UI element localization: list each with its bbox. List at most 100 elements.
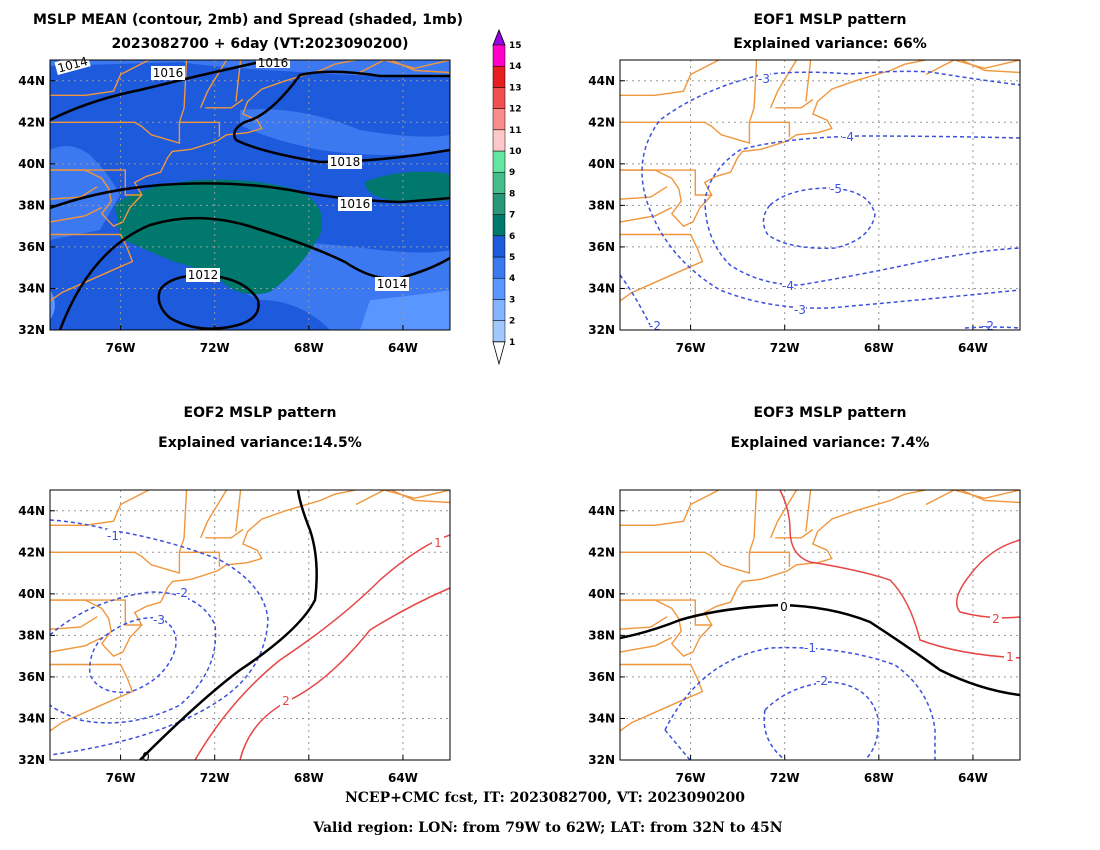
coastline bbox=[50, 490, 150, 526]
colorbar-level-label: 9 bbox=[509, 168, 515, 178]
colorbar-level-label: 6 bbox=[509, 232, 515, 242]
x-tick-label: 68W bbox=[864, 341, 894, 355]
eof3-contour-1 bbox=[779, 490, 1020, 659]
coastline bbox=[50, 233, 134, 302]
x-tick-label: 72W bbox=[200, 771, 230, 785]
tick-labels: 76W 72W 68W 64W 32N 34N 36N 38N 40N 42N 44N 76W 72W 6… bbox=[18, 74, 988, 785]
eof2-contour-minus1 bbox=[50, 519, 269, 756]
colorbar-swatch bbox=[492, 65, 506, 88]
colorbar-level-label: 10 bbox=[509, 147, 522, 157]
x-tick-label: 68W bbox=[294, 771, 324, 785]
panel3-title: EOF2 MSLP pattern bbox=[184, 405, 337, 421]
eof2-label-minus1: -1 bbox=[107, 529, 119, 543]
x-tick-label: 64W bbox=[388, 341, 418, 355]
colorbar-level-label: 12 bbox=[509, 105, 522, 115]
colorbar-swatch bbox=[492, 193, 506, 215]
y-tick-label: 38N bbox=[588, 198, 615, 212]
label-box-1014b bbox=[54, 53, 91, 75]
coastline bbox=[769, 60, 798, 109]
coastline bbox=[620, 636, 673, 653]
eof3-label-box-4 bbox=[1004, 650, 1016, 664]
coastline bbox=[749, 551, 791, 567]
colorbar-swatch bbox=[492, 320, 506, 343]
coastline bbox=[390, 490, 450, 504]
coastline bbox=[620, 169, 712, 196]
panel1-subtitle: 2023082700 + 6day (VT:2023090200) bbox=[111, 36, 408, 52]
colorbar-swatch bbox=[492, 108, 506, 131]
panel4-contour-labels: 0 -1 -2 1 2 1 bbox=[778, 600, 1016, 688]
panel1-shading bbox=[50, 60, 450, 330]
y-tick-label: 40N bbox=[588, 587, 615, 601]
eof1-contour-minus2-east bbox=[964, 326, 1020, 329]
y-tick-label: 44N bbox=[18, 504, 45, 518]
panel2-title: EOF1 MSLP pattern bbox=[754, 12, 907, 28]
eof1-label-minus4-b: -4 bbox=[782, 279, 794, 293]
y-tick-label: 38N bbox=[18, 198, 45, 212]
spread-fill-3 bbox=[50, 290, 450, 330]
x-tick-label: 64W bbox=[958, 771, 988, 785]
contour-1016 bbox=[50, 182, 450, 210]
y-tick-label: 34N bbox=[588, 281, 615, 295]
eof2-label-2: 2 bbox=[282, 694, 290, 708]
panel3-coastline-group bbox=[50, 490, 450, 732]
eof1-contour-minus3 bbox=[641, 74, 1020, 309]
eof2-contour-1 bbox=[194, 534, 450, 760]
colorbar-level-label: 14 bbox=[509, 62, 522, 72]
x-tick-label: 72W bbox=[770, 771, 800, 785]
coastline bbox=[50, 636, 103, 653]
colorbar-level-label: 5 bbox=[509, 253, 515, 263]
coastline bbox=[620, 490, 927, 658]
eof2-label-box-2 bbox=[176, 586, 188, 600]
y-tick-label: 42N bbox=[588, 545, 615, 559]
eof3-label-box-2 bbox=[804, 641, 816, 655]
contour-1018 bbox=[235, 138, 450, 164]
coastline bbox=[179, 551, 221, 567]
coastline bbox=[50, 60, 150, 96]
eof2-label-zero: 0 bbox=[142, 750, 150, 764]
eof2-label-box-4 bbox=[432, 536, 444, 550]
eof3-label-1: 1 bbox=[1006, 650, 1014, 664]
eof1-label-minus3-b: -3 bbox=[794, 303, 806, 317]
panel4-coastline-group bbox=[620, 490, 1020, 732]
eof1-contour-minus3-north bbox=[759, 70, 1020, 86]
colorbar-level-label: 3 bbox=[509, 295, 515, 305]
coastline bbox=[390, 60, 450, 74]
eof1-contour-minus4 bbox=[704, 135, 1020, 286]
eof3-label-minus2: -2 bbox=[816, 674, 828, 688]
spread-fill-6-main bbox=[115, 179, 322, 295]
coastline bbox=[620, 186, 668, 200]
coastline bbox=[50, 60, 188, 145]
eof1-label-minus5: -5 bbox=[830, 182, 842, 196]
y-tick-label: 40N bbox=[588, 157, 615, 171]
panel1-title: MSLP MEAN (contour, 2mb) and Spread (sha… bbox=[33, 12, 463, 28]
coastline bbox=[620, 663, 704, 732]
eof2-contour-minus2 bbox=[50, 591, 217, 724]
colorbar-swatch bbox=[492, 214, 506, 237]
panel3-contour-labels: -1 -2 -3 0 1 2 bbox=[107, 529, 444, 764]
coastline bbox=[50, 490, 357, 658]
coastline bbox=[620, 233, 704, 302]
y-tick-label: 32N bbox=[18, 753, 45, 767]
label-box-1014 bbox=[375, 277, 409, 291]
eof2-label-box-3 bbox=[153, 613, 165, 627]
panel2-contour-labels: -3 -4 -5 -4 -3 -2 -2 bbox=[649, 72, 994, 333]
panel3-contours bbox=[50, 490, 450, 760]
colorbar-swatch bbox=[492, 299, 506, 321]
footer-forecast-info: NCEP+CMC fcst, IT: 2023082700, VT: 20230… bbox=[345, 790, 745, 806]
coastline bbox=[775, 98, 814, 109]
eof2-label-minus2: -2 bbox=[176, 586, 188, 600]
panel2-frame bbox=[619, 59, 1021, 331]
eof1-label-box-5 bbox=[794, 303, 806, 317]
contour-1016-ne bbox=[233, 70, 450, 141]
eof2-contour-zero bbox=[139, 490, 318, 760]
label-box-1018 bbox=[328, 155, 362, 169]
colorbar-level-label: 11 bbox=[509, 126, 522, 136]
spread-fill-4-band bbox=[240, 109, 450, 155]
colorbar-level-label: 15 bbox=[509, 41, 522, 51]
footer-valid-region: Valid region: LON: from 79W to 62W; LAT:… bbox=[312, 820, 782, 836]
x-tick-label: 68W bbox=[864, 771, 894, 785]
y-tick-label: 40N bbox=[18, 587, 45, 601]
eof1-contour-minus2-west bbox=[620, 274, 651, 326]
